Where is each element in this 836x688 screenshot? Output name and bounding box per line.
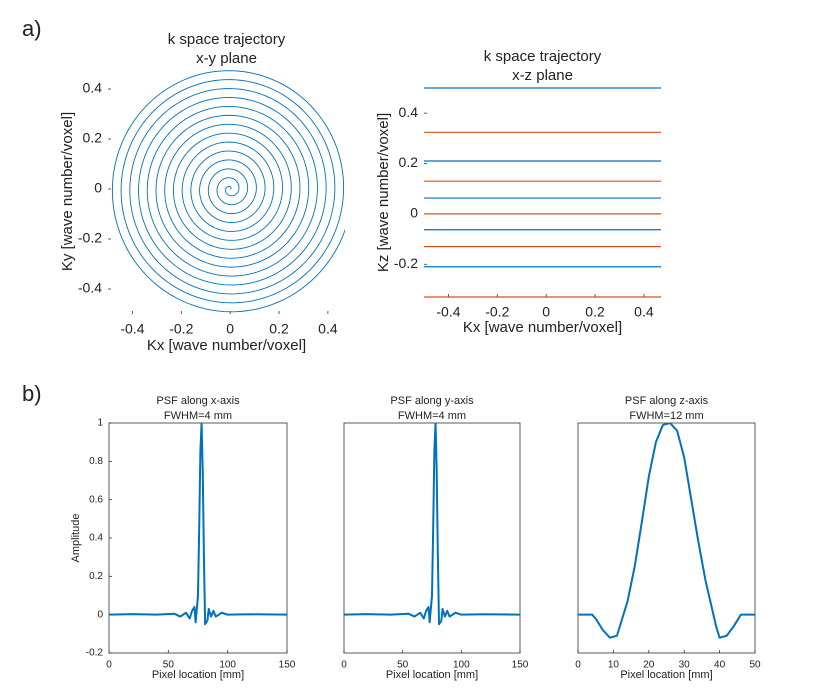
x-tick-label: 0 (106, 660, 112, 671)
y-tick-label: 0.8 (89, 456, 103, 467)
y-tick-label: -0.2 (394, 255, 418, 271)
x-tick-label: 50 (397, 660, 409, 671)
x-tick-label: 0 (542, 304, 550, 320)
x-tick-label: -0.2 (485, 304, 509, 320)
panel-label: a) (22, 16, 42, 41)
axes-frame (108, 422, 288, 654)
psf-line (344, 423, 520, 626)
y-tick-label: 1 (97, 418, 103, 429)
x-tick-label: 50 (749, 660, 761, 671)
chart-panel: k space trajectory x-y plane Kx [wave numb… (59, 31, 345, 354)
x-tick-label: 0 (226, 321, 234, 337)
chart-title: x-z plane (512, 67, 573, 84)
y-tick-label: 0 (94, 180, 102, 196)
y-tick-label: 0.2 (89, 571, 103, 582)
x-tick-label: 30 (679, 660, 691, 671)
y-axis-label: Amplitude (70, 514, 82, 563)
y-tick-label: 0.4 (399, 104, 419, 120)
x-tick-label: 50 (163, 660, 175, 671)
x-tick-label: 100 (219, 660, 236, 671)
x-tick-label: 0.4 (318, 321, 338, 337)
chart-title: k space trajectory (168, 31, 286, 48)
chart-title: PSF along x-axis (156, 395, 240, 407)
x-axis-label: Pixel location [mm] (152, 669, 244, 681)
y-axis-label: Ky [wave number/voxel] (59, 112, 76, 271)
chart-panel: PSF along z-axis FWHM=12 mm Pixel location… (575, 395, 761, 681)
x-tick-label: -0.4 (436, 304, 460, 320)
chart-title: FWHM=4 mm (164, 410, 232, 422)
chart-title: PSF along z-axis (625, 395, 709, 407)
axes-frame (577, 422, 756, 654)
chart-panel: k space trajectory x-z plane Kx [wave numb… (375, 48, 661, 336)
y-tick-label: 0 (410, 205, 418, 221)
x-axis-label: Pixel location [mm] (620, 669, 712, 681)
axes-frame (343, 422, 521, 654)
y-tick-label: 0.4 (83, 80, 103, 96)
chart-panel: PSF along x-axis FWHM=4 mm Pixel location … (70, 395, 296, 681)
x-tick-label: 0 (341, 660, 347, 671)
y-tick-label: 0.4 (89, 533, 103, 544)
chart-panel: PSF along y-axis FWHM=4 mm Pixel location … (341, 395, 529, 681)
x-axis-label: Kx [wave number/voxel] (463, 319, 622, 336)
x-tick-label: 0.4 (634, 304, 654, 320)
y-tick-label: -0.4 (78, 280, 102, 296)
x-tick-label: 40 (714, 660, 726, 671)
chart-title: FWHM=12 mm (629, 410, 703, 422)
y-tick-label: -0.2 (78, 230, 102, 246)
panel-label: b) (22, 381, 42, 406)
chart-title: x-y plane (196, 50, 257, 67)
x-axis-label: Pixel location [mm] (386, 669, 478, 681)
x-tick-label: 100 (453, 660, 470, 671)
y-axis-label: Kz [wave number/voxel] (375, 113, 392, 272)
y-tick-label: 0.2 (399, 154, 419, 170)
chart-title: FWHM=4 mm (398, 410, 466, 422)
spiral-trajectory (111, 70, 345, 313)
y-tick-label: -0.2 (86, 648, 104, 659)
y-tick-label: 0 (97, 609, 103, 620)
x-tick-label: 150 (512, 660, 529, 671)
x-tick-label: 0.2 (585, 304, 605, 320)
y-tick-label: 0.6 (89, 494, 103, 505)
y-tick-label: 0.2 (83, 130, 103, 146)
chart-title: k space trajectory (484, 48, 602, 65)
x-tick-label: 150 (279, 660, 296, 671)
x-tick-label: 10 (608, 660, 620, 671)
x-tick-label: 0 (575, 660, 581, 671)
psf-line (109, 423, 287, 626)
x-tick-label: -0.4 (120, 321, 144, 337)
x-tick-label: 20 (643, 660, 655, 671)
x-tick-label: 0.2 (269, 321, 289, 337)
x-axis-label: Kx [wave number/voxel] (147, 337, 306, 354)
psf-line (578, 423, 755, 639)
x-tick-label: -0.2 (169, 321, 193, 337)
chart-title: PSF along y-axis (390, 395, 474, 407)
